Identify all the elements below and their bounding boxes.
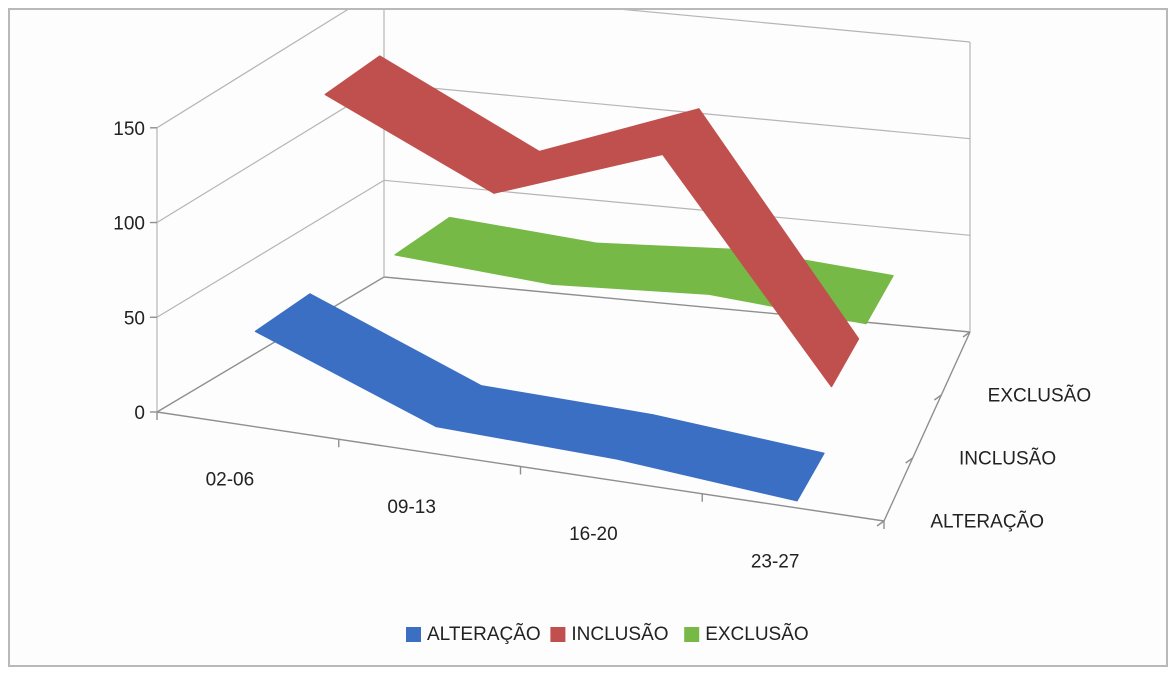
depth-tick (933, 394, 942, 401)
legend-label: ALTERAÇÃO (427, 623, 541, 645)
x-tick-label: 16-20 (569, 524, 618, 545)
y-tick-label: 150 (113, 119, 145, 140)
legend: ALTERAÇÃO INCLUSÃO EXCLUSÃO (406, 623, 809, 645)
series-ribbons (254, 55, 894, 502)
legend-swatch (550, 627, 566, 642)
depth-tick (905, 457, 914, 464)
depth-tick (962, 331, 971, 338)
gridline (156, 10, 971, 129)
depth-tick-label: ALTERAÇÃO (930, 511, 1044, 533)
axes (150, 127, 971, 529)
legend-label: INCLUSÃO (571, 623, 668, 645)
x-tick-label: 02-06 (206, 470, 255, 491)
depth-tick-label: EXCLUSÃO (988, 385, 1091, 407)
x-tick-label: 09-13 (387, 497, 436, 518)
legend-swatch (406, 627, 421, 642)
legend-swatch (684, 627, 700, 642)
chart-frame: 0 50 100 150 02-06 09-13 16-20 23-27 ALTERAÇÃO IN… (8, 8, 1168, 667)
ribbon-segment (254, 293, 483, 428)
ribbon-segment (435, 385, 654, 460)
axis-labels: 0 50 100 150 02-06 09-13 16-20 23-27 ALTERAÇÃO IN… (113, 119, 1091, 573)
line-chart-3d: 0 50 100 150 02-06 09-13 16-20 23-27 ALTERAÇÃO IN… (113, 10, 1091, 645)
legend-label: EXCLUSÃO (705, 623, 808, 645)
legend-item-exclusão: EXCLUSÃO (684, 623, 809, 645)
legend-item-inclusão: INCLUSÃO (550, 623, 669, 645)
y-tick-label: 50 (124, 308, 145, 329)
depth-tick (876, 520, 885, 527)
depth-tick-label: INCLUSÃO (959, 448, 1056, 470)
depth-axis (883, 331, 971, 522)
series-alteração-ribbon (254, 293, 825, 502)
ribbon-segment (662, 108, 860, 388)
ribbon-segment (324, 55, 541, 194)
ribbon-segment (615, 414, 825, 502)
y-tick-label: 100 (113, 214, 145, 235)
x-tick-label: 23-27 (751, 551, 800, 572)
legend-item-alteração: ALTERAÇÃO (406, 623, 541, 645)
y-tick-label: 0 (134, 403, 145, 424)
series-inclusão-ribbon (324, 55, 860, 388)
